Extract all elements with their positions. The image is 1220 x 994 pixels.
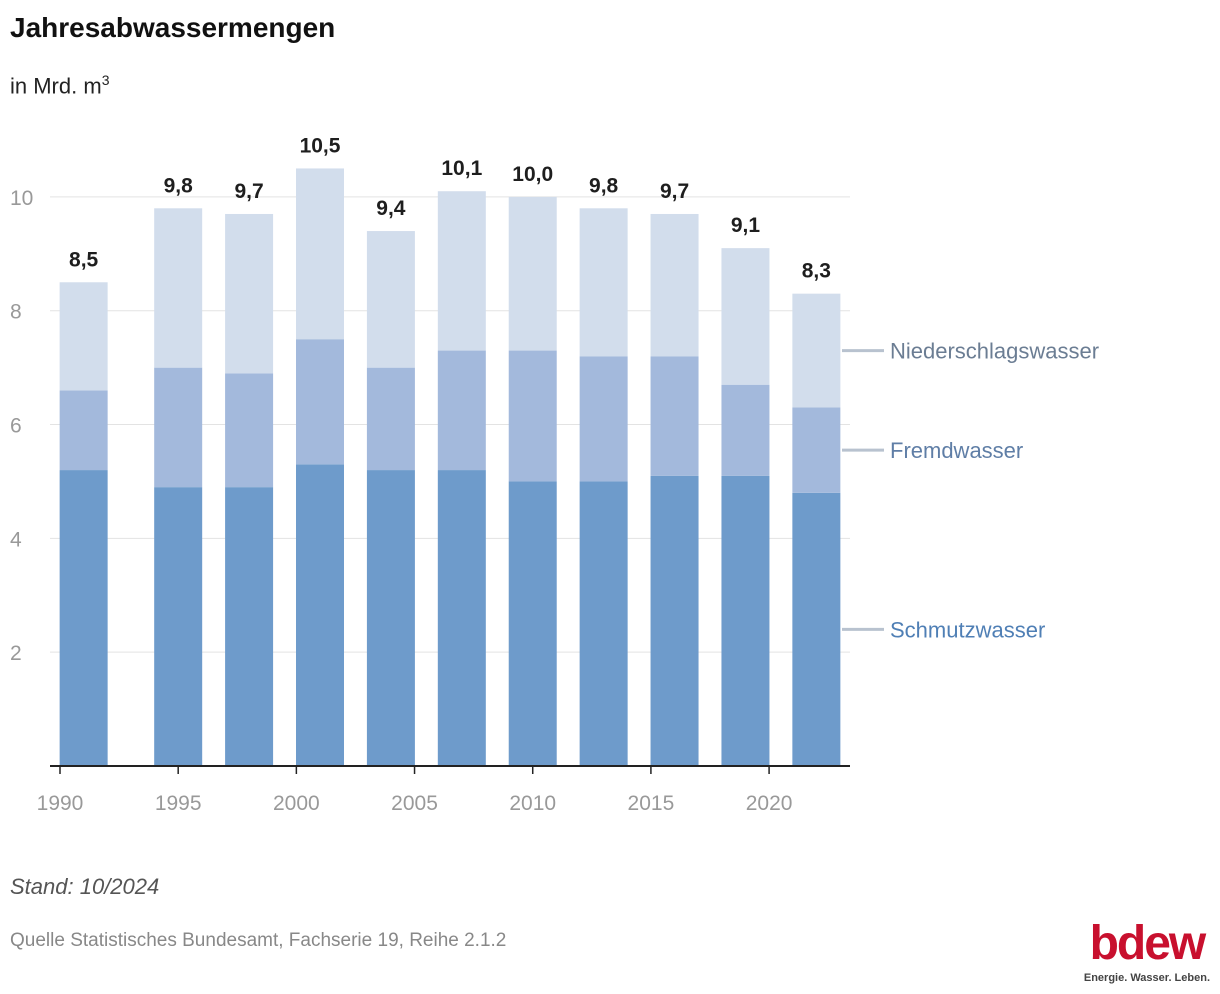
bar-segment-fremdwasser bbox=[508, 350, 557, 482]
bar-segment-schmutzwasser bbox=[225, 487, 274, 766]
bar-segment-fremdwasser bbox=[792, 407, 841, 493]
bar-segment-niederschlagswasser bbox=[225, 213, 274, 374]
total-data-label: 10,1 bbox=[441, 157, 482, 180]
logo-tagline: Energie. Wasser. Leben. bbox=[1083, 972, 1210, 984]
bar-segment-niederschlagswasser bbox=[59, 282, 108, 391]
bar-segment-niederschlagswasser bbox=[366, 231, 415, 368]
bar-segment-fremdwasser bbox=[650, 356, 699, 476]
bar-segment-fremdwasser bbox=[296, 339, 344, 465]
bar-segment-schmutzwasser bbox=[650, 475, 699, 766]
x-tick-label: 1995 bbox=[155, 792, 202, 815]
bar-segment-schmutzwasser bbox=[296, 464, 344, 766]
total-data-label: 9,8 bbox=[589, 174, 619, 197]
bar-segment-fremdwasser bbox=[59, 390, 108, 471]
bar-segment-schmutzwasser bbox=[792, 492, 841, 766]
x-tick-label: 1990 bbox=[37, 792, 84, 815]
bar-segment-niederschlagswasser bbox=[650, 213, 699, 357]
chart-subtitle: in Mrd. m3 bbox=[10, 72, 109, 99]
y-tick-label: 2 bbox=[10, 642, 22, 665]
x-tick-label: 2015 bbox=[628, 792, 675, 815]
stand-date: Stand: 10/2024 bbox=[10, 874, 160, 899]
bar-segment-schmutzwasser bbox=[721, 475, 770, 766]
bar-segment-niederschlagswasser bbox=[296, 168, 344, 340]
bar-segment-fremdwasser bbox=[154, 367, 203, 488]
bar-segment-niederschlagswasser bbox=[437, 191, 486, 351]
total-data-label: 8,5 bbox=[69, 248, 99, 271]
legend-label-schmutzwasser: Schmutzwasser bbox=[890, 617, 1045, 642]
bar-segment-schmutzwasser bbox=[508, 481, 557, 766]
stacked-bar-chart: 2 4 6 8 10 8,5 9,8 9,7 10,5 9,4 10,1 10,0 9,8 9,7 9,1 8… bbox=[10, 134, 1099, 815]
legend-label-niederschlagswasser: Niederschlagswasser bbox=[890, 339, 1099, 364]
bar-segment-schmutzwasser bbox=[59, 470, 108, 766]
y-tick-label: 6 bbox=[10, 415, 22, 438]
bar-segment-niederschlagswasser bbox=[508, 196, 557, 351]
chart-title: Jahresabwassermengen bbox=[10, 12, 336, 43]
legend-label-fremdwasser: Fremdwasser bbox=[890, 438, 1023, 463]
y-tick-label: 8 bbox=[10, 301, 22, 324]
logo-wordmark: bdew bbox=[1089, 917, 1207, 970]
bar-segment-fremdwasser bbox=[225, 373, 274, 488]
source-note: Quelle Statistisches Bundesamt, Fachseri… bbox=[10, 930, 507, 951]
bar-segment-niederschlagswasser bbox=[579, 208, 628, 357]
bar-segment-niederschlagswasser bbox=[154, 208, 203, 368]
bar-segment-schmutzwasser bbox=[154, 487, 203, 766]
bar-segment-niederschlagswasser bbox=[721, 248, 770, 385]
total-data-label: 9,7 bbox=[660, 180, 689, 203]
x-tick-label: 2020 bbox=[746, 792, 793, 815]
bar-segment-fremdwasser bbox=[579, 356, 628, 482]
total-data-label: 10,5 bbox=[300, 134, 341, 157]
x-tick-label: 2010 bbox=[509, 792, 556, 815]
y-tick-label: 10 bbox=[10, 187, 33, 210]
bar-segment-schmutzwasser bbox=[366, 470, 415, 766]
total-data-label: 8,3 bbox=[802, 260, 831, 283]
bar-segment-fremdwasser bbox=[721, 384, 770, 476]
total-data-label: 9,1 bbox=[731, 214, 761, 237]
total-data-label: 9,7 bbox=[234, 180, 263, 203]
unit-label: in Mrd. m bbox=[10, 73, 102, 99]
x-tick-label: 2005 bbox=[391, 792, 438, 815]
total-data-label: 10,0 bbox=[512, 163, 553, 186]
total-data-label: 9,4 bbox=[376, 197, 406, 220]
bar-segment-schmutzwasser bbox=[437, 470, 486, 766]
total-data-label: 9,8 bbox=[164, 174, 194, 197]
bar-segment-fremdwasser bbox=[366, 367, 415, 471]
bar-segment-fremdwasser bbox=[437, 350, 486, 471]
bdew-logo: bdew Energie. Wasser. Leben. bbox=[1083, 917, 1210, 985]
unit-superscript: 3 bbox=[101, 72, 110, 88]
bar-segment-niederschlagswasser bbox=[792, 293, 841, 408]
y-tick-label: 4 bbox=[10, 528, 22, 551]
x-tick-label: 2000 bbox=[273, 792, 320, 815]
bar-segment-schmutzwasser bbox=[579, 481, 628, 766]
